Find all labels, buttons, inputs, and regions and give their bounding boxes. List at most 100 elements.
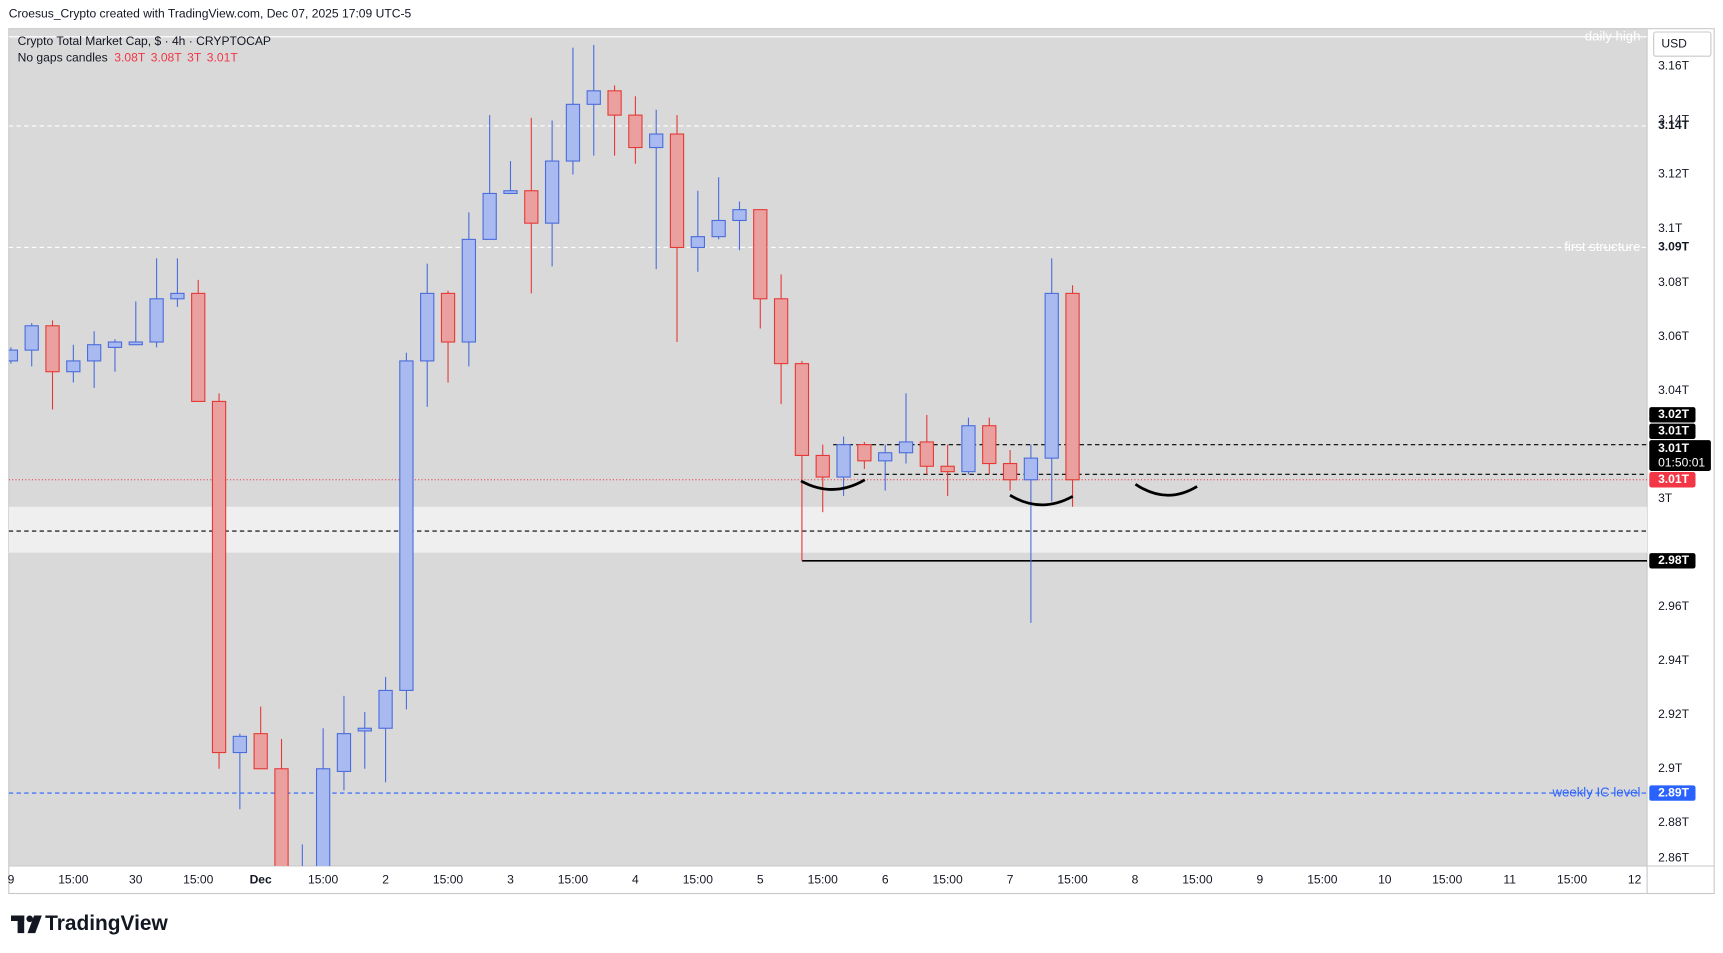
candle-body (857, 444, 872, 462)
arc (800, 478, 866, 491)
x-tick-label: 15:00 (558, 872, 589, 886)
brand-logo (11, 915, 42, 934)
candle-body (66, 360, 81, 373)
y-tick-label: 3.08T (1658, 275, 1690, 289)
x-tick-label: 15:00 (1557, 872, 1588, 886)
candle-body (1065, 292, 1080, 481)
candle-body (45, 325, 60, 373)
axes: 3.14T 3.09T 2.89T 2.98T 3.16T 3.14T 3.12T 3.1T 3… (8, 59, 1711, 886)
candle-body (8, 349, 19, 362)
ohlc-value: 3T (187, 51, 202, 65)
price-label: 3.01T (1658, 441, 1690, 455)
candle-body (315, 768, 331, 866)
y-tick-label: 3.12T (1658, 167, 1690, 181)
level-text: daily high (1585, 28, 1641, 43)
candle-body (1023, 457, 1039, 481)
price-box (1649, 472, 1696, 488)
candle-body (544, 160, 560, 224)
x-tick-label: 15:00 (683, 872, 714, 886)
level-price-label: 2.98T (1658, 553, 1690, 567)
ohlc-value: 3.08T (151, 51, 183, 65)
candle-body (898, 441, 914, 454)
candle-body (86, 344, 102, 362)
candle-body (815, 454, 830, 478)
candle-body (211, 400, 227, 754)
level-price-box (1649, 118, 1696, 134)
arc (1134, 483, 1198, 497)
ohlc-value: 3.08T (114, 51, 146, 65)
candle-body (607, 90, 622, 116)
candle-body (711, 219, 726, 238)
candle-body (191, 292, 206, 402)
candle-body (669, 133, 685, 249)
y-tick-label: 3.04T (1658, 383, 1690, 397)
x-tick-label: 4 (632, 872, 639, 886)
level-price-box (1649, 239, 1696, 256)
candle-body (170, 292, 185, 300)
candle-body (399, 360, 414, 691)
level-text: first structure (1564, 239, 1640, 254)
candle-body (794, 363, 810, 456)
candle-body (878, 452, 893, 462)
price-label: 3.01T (1658, 424, 1690, 438)
price-box (1649, 423, 1696, 440)
x-tick-label: 15:00 (808, 872, 839, 886)
chart-frame (8, 28, 1715, 895)
x-tick-label: 15:00 (1432, 872, 1463, 886)
logo-part (26, 915, 34, 923)
x-tick-label: 15:00 (1182, 872, 1213, 886)
candle-body (982, 425, 997, 465)
x-tick-label: 30 (129, 872, 143, 886)
level-price-box (1649, 553, 1696, 569)
x-tick-label: 15:00 (1057, 872, 1088, 886)
y-tick-label: 3.06T (1658, 329, 1690, 343)
y-tick-label: 2.9T (1658, 761, 1683, 775)
candle-body (253, 733, 268, 770)
candle-body (482, 192, 497, 240)
candle-body (149, 298, 164, 343)
ohlc-value: 3.01T (207, 51, 239, 65)
candle-body (24, 325, 39, 351)
candle-body (461, 238, 477, 343)
arc (1009, 494, 1074, 507)
y-tick-label: 2.88T (1658, 815, 1690, 829)
y-tick-label: 2.92T (1658, 707, 1690, 721)
candle-body (128, 341, 143, 346)
x-tick-label: 9 (1257, 872, 1264, 886)
candle-body (649, 133, 664, 149)
header: Croesus_Crypto created with TradingView.… (9, 7, 412, 21)
price-label: 3.01T (1658, 472, 1690, 486)
plot-area (8, 28, 1648, 866)
y-tick-label: 3.14T (1658, 113, 1690, 127)
candle-body (274, 768, 289, 866)
x-tick-label: 5 (757, 872, 764, 886)
x-tick-label: 12 (1628, 872, 1642, 886)
candle-body (690, 236, 705, 249)
currency-button[interactable] (1653, 31, 1712, 57)
chart-title: Crypto Total Market Cap, $ · 4h · CRYPTO… (18, 34, 271, 48)
level-price-label: 2.89T (1658, 785, 1690, 799)
candle-body (565, 103, 581, 162)
candle-body (773, 298, 789, 365)
x-tick-label: Dec (250, 872, 272, 886)
y-tick-label: 3.1T (1658, 221, 1683, 235)
candle-body (503, 190, 518, 195)
level-price-box (1649, 785, 1696, 801)
plot (8, 36, 1648, 866)
candle-body (919, 441, 934, 467)
countdown: 01:50:01 (1658, 455, 1705, 469)
x-tick-label: 9 (8, 872, 15, 886)
price-box (1649, 407, 1696, 423)
y-tick-label: 3.16T (1658, 59, 1690, 73)
level-text: weekly IC level (1552, 785, 1641, 800)
y-tick-label: 2.86T (1658, 850, 1690, 864)
zone (8, 506, 1648, 553)
candle-body (940, 465, 955, 473)
currency[interactable]: USD (1661, 36, 1687, 50)
candle-body (336, 733, 352, 773)
y-tick-label: 2.94T (1658, 653, 1690, 667)
x-tick-label: 8 (1132, 872, 1139, 886)
level-price-label: 3.09T (1658, 240, 1690, 254)
candle-body (357, 727, 372, 732)
candle-body (732, 209, 747, 222)
